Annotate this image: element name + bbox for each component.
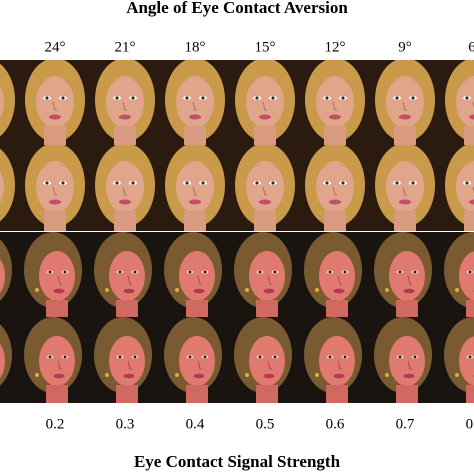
strength-label: 0.6	[326, 416, 345, 432]
face-image	[90, 60, 160, 146]
face-image	[440, 232, 474, 318]
face-image	[0, 317, 20, 403]
face-image	[300, 145, 370, 231]
face-image	[230, 60, 300, 146]
bottom-title: Eye Contact Signal Strength	[134, 452, 341, 471]
face-image	[230, 317, 300, 403]
face-image	[370, 317, 440, 403]
top-title: Angle of Eye Contact Aversion	[126, 0, 348, 17]
face-image	[90, 317, 160, 403]
angle-label: 6°	[468, 39, 474, 55]
face-image	[230, 232, 300, 318]
angle-label: 21°	[115, 39, 136, 55]
face-image	[160, 232, 230, 318]
face-image	[20, 317, 90, 403]
strength-label: 0.5	[256, 416, 275, 432]
face-image	[370, 145, 440, 231]
strength-label: 0.2	[46, 416, 65, 432]
strength-label: 0.8	[466, 416, 474, 432]
face-image	[440, 145, 474, 231]
strength-label: 0.7	[396, 416, 415, 432]
face-image	[160, 317, 230, 403]
face-image	[160, 145, 230, 231]
face-image	[370, 232, 440, 318]
strength-label: 0.4	[186, 416, 205, 432]
face-image	[300, 317, 370, 403]
face-grid	[0, 60, 474, 403]
face-image	[440, 317, 474, 403]
angle-label: 12°	[325, 39, 346, 55]
face-image	[230, 145, 300, 231]
face-image	[0, 60, 20, 146]
angle-label: 15°	[255, 39, 276, 55]
face-image	[20, 232, 90, 318]
face-image	[300, 60, 370, 146]
face-image	[370, 60, 440, 146]
face-image	[20, 145, 90, 231]
face-image	[440, 60, 474, 146]
face-image	[0, 145, 20, 231]
angle-label: 24°	[45, 39, 66, 55]
angle-label: 9°	[398, 39, 412, 55]
strength-label: 0.3	[116, 416, 135, 432]
face-image	[90, 232, 160, 318]
face-image	[300, 232, 370, 318]
face-image	[160, 60, 230, 146]
face-image	[20, 60, 90, 146]
face-image	[90, 145, 160, 231]
angle-label: 18°	[185, 39, 206, 55]
face-image	[0, 232, 20, 318]
